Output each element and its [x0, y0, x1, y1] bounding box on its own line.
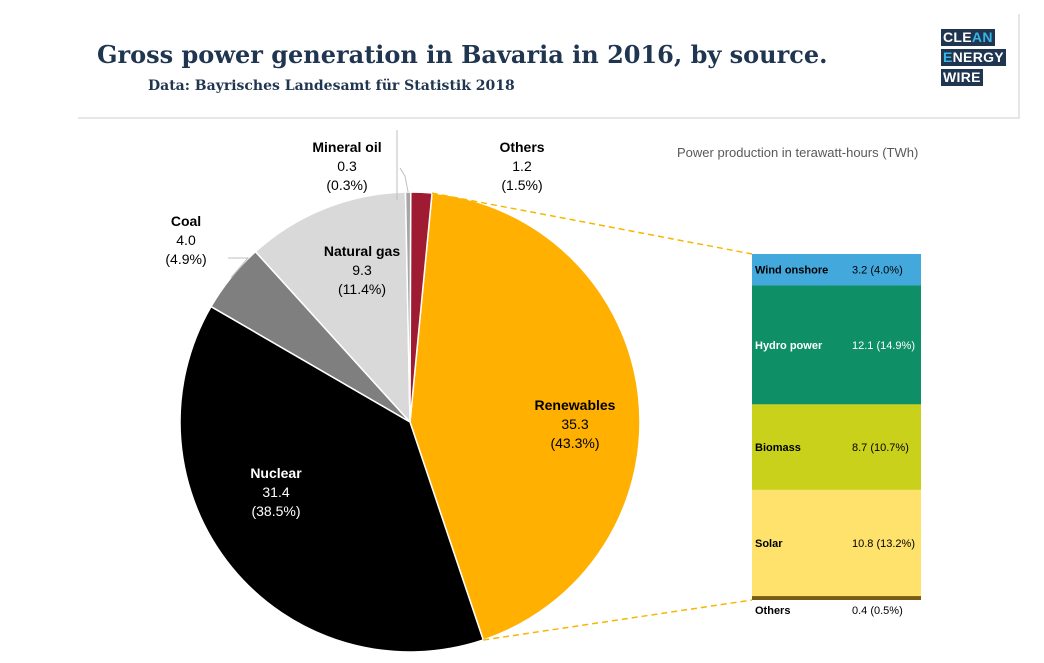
leader-line-mineral-oil — [399, 167, 409, 193]
bar-value-hydro-power: 12.1 (14.9%) — [852, 340, 915, 352]
unit-note: Power production in terawatt-hours (TWh) — [677, 145, 918, 160]
pie-slice-renewables — [409, 192, 641, 641]
bar-value-biomass: 8.7 (10.7%) — [852, 442, 909, 454]
bar-label-biomass: Biomass — [755, 442, 801, 454]
slice-value-mineral-oil: 0.3 — [337, 158, 357, 174]
slice-value-nuclear: 31.4 — [262, 484, 289, 500]
chart-subtitle: Data: Bayrisches Landesamt für Statistik… — [148, 78, 515, 94]
slice-value-coal: 4.0 — [176, 232, 196, 248]
chart-title: Gross power generation in Bavaria in 201… — [97, 40, 828, 69]
connector-bottom — [483, 599, 753, 641]
bar-segment-biomass — [752, 404, 921, 490]
bar-segment-wind-onshore — [752, 254, 921, 286]
bar-value-wind-onshore: 3.2 (4.0%) — [852, 265, 903, 277]
pie-slices — [179, 191, 641, 653]
slice-value-renewables: 35.3 — [561, 416, 588, 432]
header-divider-vertical — [1018, 14, 1020, 119]
pie-slice-nuclear — [179, 305, 485, 653]
slice-pct-others: (1.5%) — [501, 177, 542, 193]
leader-lines — [228, 130, 753, 641]
slice-labels: Renewables 35.3 (43.3%) Nuclear 31.4 (38.5%) C… — [165, 139, 615, 519]
slice-pct-nuclear: (38.5%) — [251, 503, 300, 519]
pie-slice-natural-gas — [254, 191, 411, 424]
slice-label-coal: Coal — [171, 213, 201, 229]
slice-value-others: 1.2 — [512, 158, 532, 174]
slice-value-natural-gas: 9.3 — [352, 262, 372, 278]
logo-line-energy: ENERGY — [941, 49, 1006, 66]
leader-line-coal — [228, 257, 250, 278]
slice-label-natural-gas: Natural gas — [324, 243, 400, 259]
bar-label-solar: Solar — [755, 538, 783, 550]
logo-line-wire: WIRE — [941, 69, 983, 86]
slice-pct-mineral-oil: (0.3%) — [326, 177, 367, 193]
header-divider — [78, 117, 1018, 119]
slice-label-nuclear: Nuclear — [250, 465, 302, 481]
slice-label-mineral-oil: Mineral oil — [312, 139, 381, 155]
bar-label-others: Others — [755, 605, 790, 617]
bar-value-solar: 10.8 (13.2%) — [852, 538, 915, 550]
slice-pct-coal: (4.9%) — [165, 251, 206, 267]
logo-line-clean: CLEAN — [941, 29, 995, 46]
connector-top — [431, 192, 753, 255]
bar-segment-others — [752, 596, 921, 600]
slice-pct-natural-gas: (11.4%) — [338, 281, 386, 297]
slice-label-renewables: Renewables — [535, 397, 616, 413]
bar-segment-solar — [752, 489, 921, 597]
clean-energy-wire-logo: CLEAN ENERGY WIRE — [941, 29, 1006, 86]
renewables-breakdown-bar: Wind onshore 3.2 (4.0%) Hydro power 12.1 (1… — [752, 254, 921, 617]
bar-segment-hydro-power — [752, 285, 921, 405]
slice-pct-renewables: (43.3%) — [550, 435, 599, 451]
slice-label-others: Others — [499, 139, 544, 155]
bar-value-others: 0.4 (0.5%) — [852, 605, 903, 617]
bar-label-wind-onshore: Wind onshore — [755, 265, 828, 277]
bar-label-hydro-power: Hydro power — [755, 340, 823, 352]
